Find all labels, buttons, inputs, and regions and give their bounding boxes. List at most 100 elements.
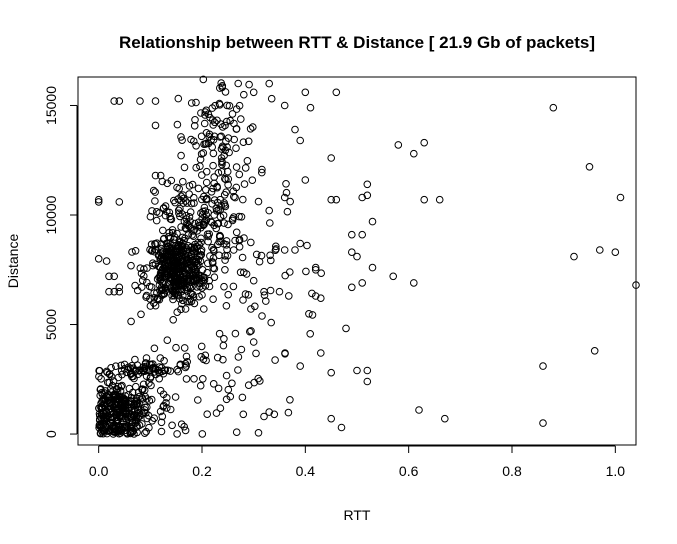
scatter-point	[141, 392, 149, 401]
scatter-point	[94, 254, 103, 263]
scatter-point	[198, 291, 206, 299]
scatter-point	[146, 245, 154, 254]
scatter-point	[215, 329, 224, 338]
scatter-point	[232, 163, 241, 171]
scatter-point	[632, 281, 640, 289]
scatter-point	[245, 80, 253, 89]
scatter-point	[200, 119, 209, 128]
scatter-point	[145, 396, 154, 405]
scatter-point	[281, 349, 289, 357]
scatter-point	[241, 290, 250, 298]
scatter-point	[260, 291, 269, 300]
scatter-point	[114, 382, 122, 391]
scatter-point	[238, 253, 247, 262]
scatter-point	[156, 386, 165, 395]
scatter-point	[143, 264, 151, 272]
scatter-point	[302, 267, 310, 276]
scatter-point	[223, 101, 231, 110]
scatter-point	[134, 370, 143, 379]
scatter-point	[236, 268, 245, 277]
scatter-point	[197, 150, 206, 158]
scatter-point	[125, 400, 133, 408]
scatter-point	[215, 232, 224, 241]
scatter-point	[270, 410, 279, 419]
scatter-point	[214, 240, 222, 249]
scatter-point	[197, 353, 205, 361]
scatter-point	[120, 418, 128, 427]
scatter-point	[145, 282, 154, 291]
scatter-point	[247, 327, 255, 335]
scatter-point	[210, 264, 219, 273]
scatter-point	[150, 299, 158, 307]
scatter-point	[291, 125, 299, 134]
scatter-point	[135, 366, 143, 375]
scatter-point	[188, 231, 196, 239]
scatter-point	[181, 305, 190, 313]
scatter-point	[209, 149, 218, 158]
scatter-point	[201, 282, 210, 290]
scatter-point	[230, 135, 238, 144]
scatter-point	[327, 368, 336, 377]
scatter-point	[210, 173, 218, 181]
scatter-point	[213, 353, 222, 362]
scatter-point	[216, 213, 225, 221]
scatter-point	[252, 250, 261, 259]
scatter-point	[237, 115, 245, 123]
scatter-point	[183, 219, 191, 227]
scatter-point	[228, 379, 236, 388]
scatter-point	[168, 292, 176, 300]
scatter-point	[132, 382, 140, 391]
scatter-point	[152, 208, 161, 216]
scatter-point	[175, 209, 183, 218]
scatter-point	[192, 142, 200, 150]
scatter-point	[217, 168, 226, 176]
scatter-point	[200, 305, 208, 313]
scatter-point	[570, 252, 578, 261]
scatter-point	[94, 195, 103, 204]
scatter-point	[285, 292, 293, 300]
scatter-point	[110, 272, 118, 281]
scatter-point	[219, 341, 228, 350]
scatter-point	[159, 235, 168, 243]
x-tick-label: 0.6	[399, 463, 419, 479]
scatter-point	[539, 362, 547, 370]
scatter-point	[363, 366, 372, 375]
scatter-point	[435, 195, 444, 204]
scatter-point	[101, 387, 110, 395]
scatter-point	[115, 283, 124, 292]
scatter-point	[230, 119, 238, 128]
scatter-point	[212, 207, 221, 215]
scatter-point	[284, 408, 293, 417]
scatter-point	[102, 257, 111, 265]
scatter-point	[130, 402, 138, 410]
scatter-point	[132, 411, 141, 420]
scatter-point	[179, 199, 188, 207]
scatter-point	[157, 427, 166, 436]
scatter-point	[168, 287, 177, 296]
y-tick-label: 10000	[43, 195, 59, 234]
scatter-point	[281, 271, 290, 280]
scatter-point	[231, 329, 240, 338]
scatter-point	[167, 253, 176, 262]
scatter-point	[150, 289, 158, 297]
scatter-point	[317, 269, 326, 278]
scatter-point	[205, 282, 214, 291]
scatter-point	[97, 423, 105, 432]
scatter-point	[363, 180, 372, 189]
scatter-point	[116, 400, 125, 409]
scatter-point	[196, 274, 204, 283]
scatter-point	[190, 137, 198, 145]
scatter-point	[240, 90, 248, 99]
scatter-point	[176, 212, 184, 221]
scatter-point	[214, 169, 223, 177]
scatter-point	[110, 287, 118, 296]
scatter-point	[266, 286, 275, 295]
scatter-point	[220, 282, 228, 291]
scatter-point	[217, 132, 225, 141]
scatter-point	[200, 218, 209, 227]
scatter-point	[221, 201, 229, 209]
scatter-point	[197, 234, 205, 243]
scatter-point	[275, 287, 284, 296]
scatter-point	[198, 430, 207, 438]
